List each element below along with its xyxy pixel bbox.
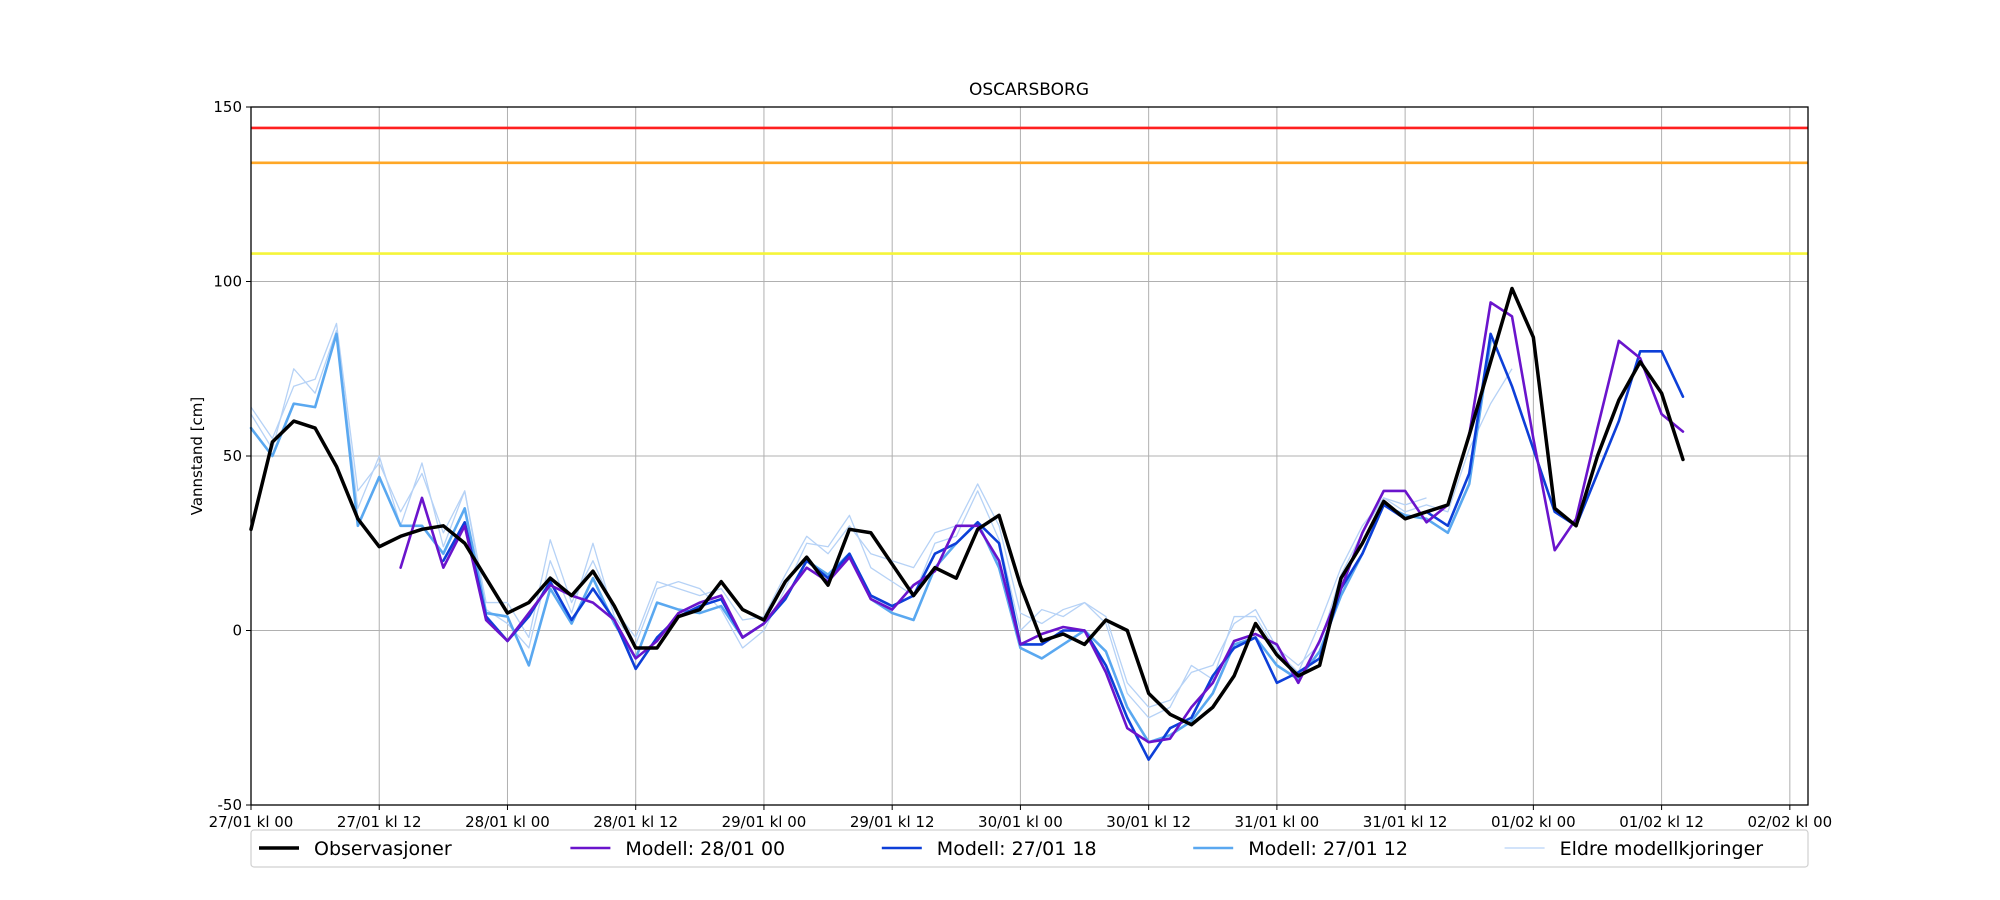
series-line — [249, 332, 1492, 744]
axes-layer: -50 0 50 100 150 27/01 kl 00 27/01 kl 12 28/01 … — [209, 98, 1833, 831]
x-tick-label: 30/01 kl 00 — [978, 813, 1063, 831]
legend-box — [250, 829, 1809, 868]
y-tick-label: -50 — [218, 796, 243, 814]
y-tick-label: 50 — [223, 447, 242, 465]
x-tick-label: 30/01 kl 12 — [1106, 813, 1191, 831]
older-run-line — [250, 329, 1513, 719]
x-tick-label: 27/01 kl 00 — [209, 813, 294, 831]
grid-layer — [250, 106, 1808, 806]
y-tick-label: 150 — [213, 98, 242, 116]
x-tick-label: 27/01 kl 12 — [337, 813, 422, 831]
y-axis-label: Vannstand [cm] — [188, 397, 206, 516]
x-tick-label: 29/01 kl 12 — [850, 813, 935, 831]
x-tick-label: 29/01 kl 00 — [722, 813, 807, 831]
series-line — [399, 301, 1685, 744]
data-layer — [249, 126, 1808, 761]
series-line — [442, 332, 1685, 761]
legend: Observasjoner Modell: 28/01 00 Modell: 27/… — [259, 838, 1763, 860]
y-tick-label: 0 — [232, 622, 242, 640]
x-tick-label: 01/02 kl 12 — [1619, 813, 1704, 831]
x-tick-label: 02/02 kl 00 — [1747, 813, 1832, 831]
legend-label: Observasjoner — [314, 838, 452, 860]
older-run-line — [250, 322, 1427, 708]
series-line — [249, 286, 1685, 727]
x-tick-label: 31/01 kl 00 — [1235, 813, 1320, 831]
legend-label: Modell: 27/01 12 — [1248, 838, 1408, 860]
legend-label: Eldre modellkjoringer — [1560, 838, 1764, 860]
x-tick-label: 28/01 kl 00 — [465, 813, 550, 831]
x-tick-label: 28/01 kl 12 — [593, 813, 678, 831]
legend-label: Modell: 28/01 00 — [625, 838, 785, 860]
legend-label: Modell: 27/01 18 — [937, 838, 1097, 860]
x-tick-label: 01/02 kl 00 — [1491, 813, 1576, 831]
y-tick-label: 100 — [213, 273, 242, 291]
chart-title: OSCARSBORG — [969, 80, 1089, 100]
x-tick-label: 31/01 kl 12 — [1363, 813, 1448, 831]
